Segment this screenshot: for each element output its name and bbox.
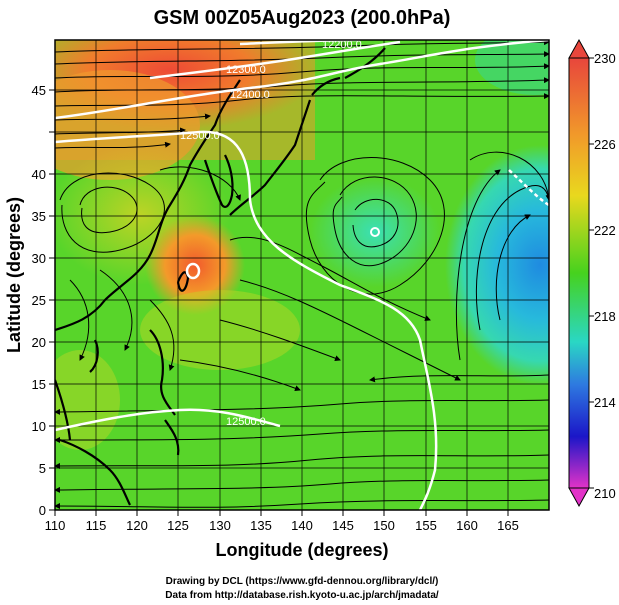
y-tick-label: 10 bbox=[32, 419, 46, 434]
x-tick-label: 115 bbox=[86, 518, 107, 533]
colorbar-tick-label: 222 bbox=[594, 223, 616, 238]
x-axis-title: Longitude (degrees) bbox=[215, 540, 388, 560]
temperature-field bbox=[55, 40, 549, 510]
credit-line-1: Drawing by DCL (https://www.gfd-dennou.o… bbox=[166, 576, 439, 587]
coastlines bbox=[55, 47, 386, 506]
closed-contour-east bbox=[370, 227, 380, 237]
colorbar-tick-label: 214 bbox=[594, 395, 616, 410]
x-tick-label: 165 bbox=[497, 518, 519, 533]
y-tick-label: 0 bbox=[39, 503, 46, 518]
contour-label: 12500.0 bbox=[180, 130, 220, 142]
x-tick-label: 120 bbox=[126, 518, 148, 533]
y-axis-title: Latitude (degrees) bbox=[4, 197, 24, 353]
y-tick-label: 20 bbox=[32, 335, 46, 350]
x-tick-label: 145 bbox=[332, 518, 354, 533]
colorbar-tick-label: 230 bbox=[594, 51, 616, 66]
y-tick-label: 30 bbox=[32, 251, 46, 266]
contour-label: 12400.0 bbox=[230, 89, 270, 101]
x-tick-label: 140 bbox=[291, 518, 313, 533]
colorbar-tick-label: 226 bbox=[594, 137, 616, 152]
chart-title: GSM 00Z05Aug2023 (200.0hPa) bbox=[154, 7, 451, 29]
y-tick-labels: 0 5 10 15 20 25 30 35 40 45 bbox=[32, 83, 46, 518]
x-tick-label: 155 bbox=[415, 518, 437, 533]
contour-label: 12300.0 bbox=[226, 64, 266, 76]
colorbar bbox=[568, 38, 594, 508]
x-tick-label: 135 bbox=[250, 518, 272, 533]
credit-line-2: Data from http://database.rish.kyoto-u.a… bbox=[165, 590, 439, 601]
contour-label: 12500.0 bbox=[226, 416, 266, 428]
y-axis bbox=[49, 89, 55, 511]
contour-label: 12200.0 bbox=[322, 39, 362, 51]
closed-contour-taiwan bbox=[185, 262, 201, 280]
x-tick-label: 125 bbox=[167, 518, 189, 533]
y-tick-label: 45 bbox=[32, 83, 46, 98]
y-tick-label: 35 bbox=[32, 209, 46, 224]
colorbar-tick-label: 218 bbox=[594, 309, 616, 324]
contour-label-group: 12200.0 12300.0 12400.0 12500.0 12500.0 bbox=[180, 39, 362, 428]
y-tick-label: 40 bbox=[32, 167, 46, 182]
y-tick-label: 15 bbox=[32, 377, 46, 392]
x-tick-label: 110 bbox=[45, 518, 66, 533]
y-tick-label: 5 bbox=[39, 461, 46, 476]
colorbar-tick-labels: 230 226 222 218 214 210 bbox=[594, 51, 616, 501]
x-tick-labels: 110 115 120 125 130 135 140 145 150 155 … bbox=[45, 518, 519, 533]
x-tick-label: 150 bbox=[373, 518, 395, 533]
y-tick-label: 25 bbox=[32, 293, 46, 308]
x-tick-label: 130 bbox=[209, 518, 231, 533]
x-tick-label: 160 bbox=[456, 518, 478, 533]
colorbar-tick-label: 210 bbox=[594, 486, 616, 501]
x-axis bbox=[54, 510, 509, 516]
